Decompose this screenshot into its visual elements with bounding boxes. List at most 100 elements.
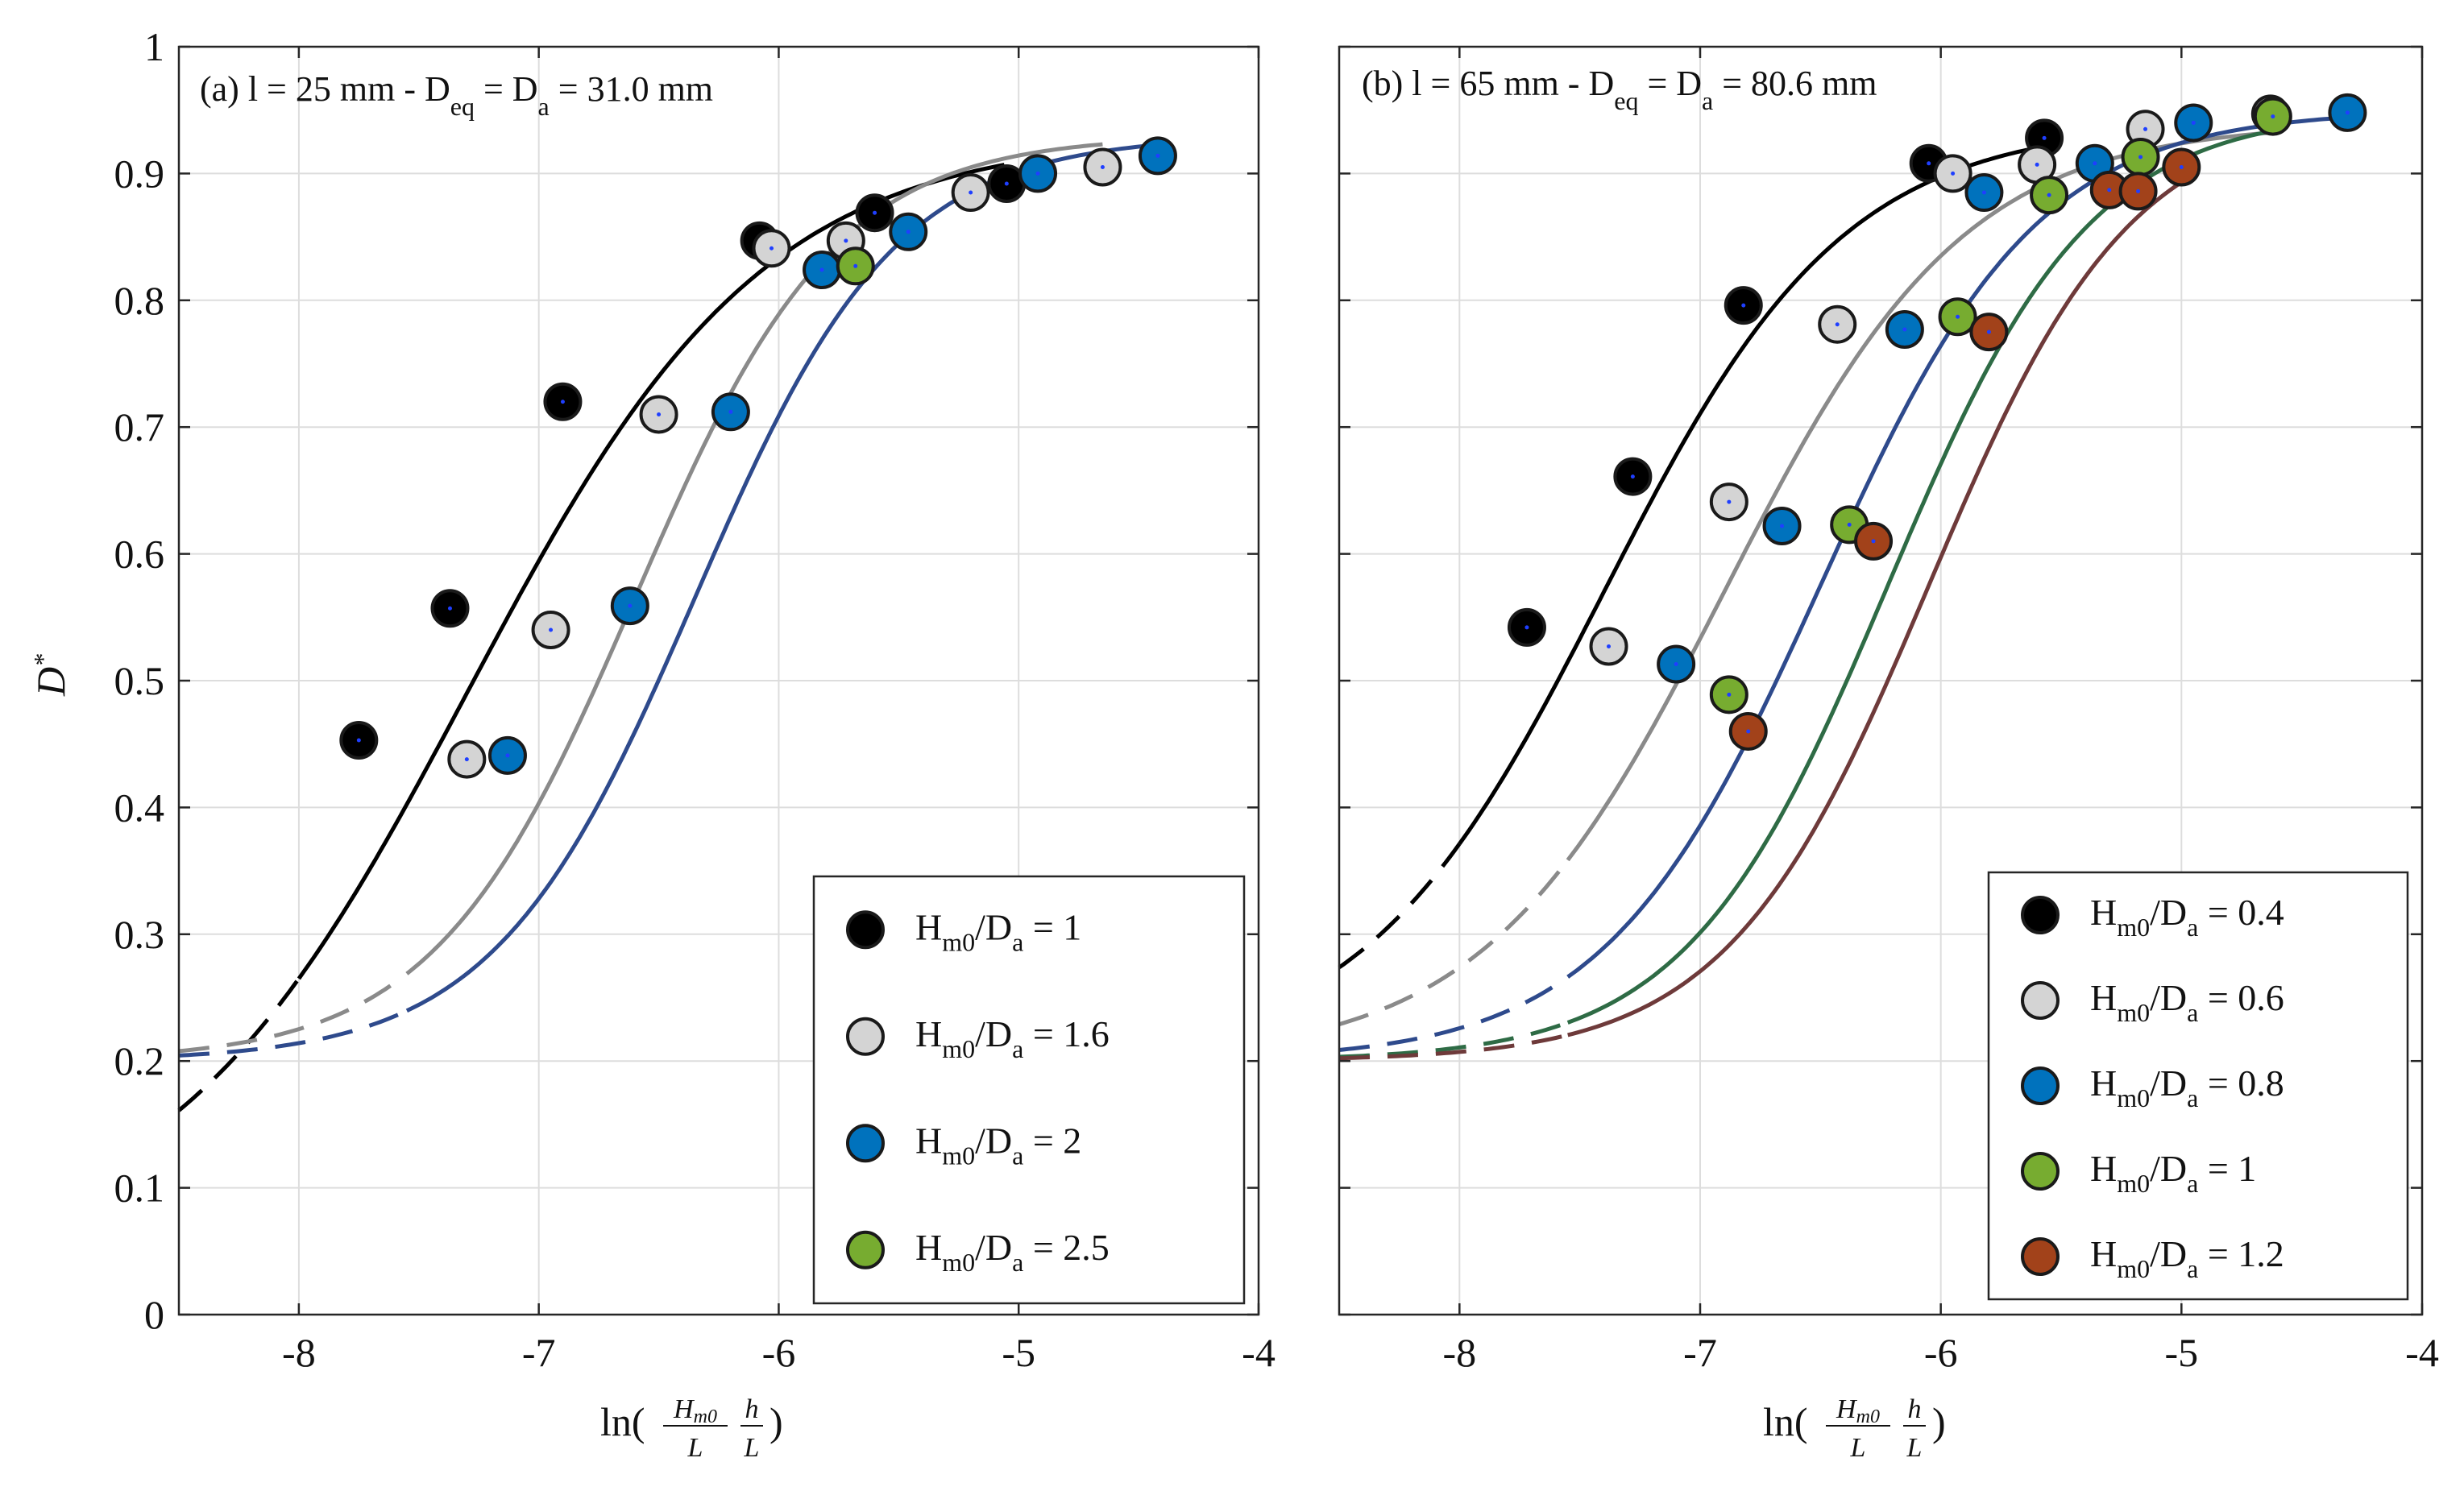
fit-curve-b-3 <box>1566 129 2271 1025</box>
data-point-center-a-1-6 <box>1100 165 1105 170</box>
data-point-center-b-1-3 <box>1951 171 1956 176</box>
data-point-center-b-2-3 <box>1981 190 1986 195</box>
data-point-center-b-0-0 <box>1524 625 1529 630</box>
fit-curve-a-1 <box>405 142 1103 975</box>
svg-text:L: L <box>687 1433 703 1463</box>
data-point-center-a-1-1 <box>549 627 554 632</box>
data-point-center-a-2-3 <box>819 267 824 272</box>
y-tick-label-a-8: 0.8 <box>114 278 165 323</box>
fit-extrapolation-a-1 <box>178 974 406 1054</box>
svg-text:ln(: ln( <box>600 1399 645 1444</box>
data-point-center-b-3-4 <box>2138 155 2143 159</box>
svg-text:h: h <box>1908 1394 1922 1424</box>
panel-a-title: (a) l = 25 mm - Deq = Da = 31.0 mm <box>200 69 713 121</box>
legend-marker-b-3 <box>2021 1152 2060 1191</box>
y-tick-label-a-5: 0.5 <box>114 658 165 703</box>
legend-marker-a-2 <box>846 1124 885 1163</box>
markers-b <box>1507 93 2367 751</box>
svg-text:Hm0: Hm0 <box>673 1394 717 1427</box>
data-point-center-b-2-5 <box>2191 120 2196 125</box>
legend-label-b-3: Hm0/Da = 1 <box>2090 1148 2256 1198</box>
fit-extrapolation-b-0 <box>1338 843 1462 970</box>
data-point-center-a-2-0 <box>505 753 510 758</box>
legend-marker-a-3 <box>846 1230 885 1269</box>
markers-a <box>339 136 1177 779</box>
data-point-center-a-1-2 <box>657 412 662 416</box>
legend-label-a-2: Hm0/Da = 2 <box>915 1120 1081 1170</box>
data-point-center-a-1-3 <box>769 246 774 251</box>
data-point-center-b-3-3 <box>2047 193 2051 197</box>
data-point-center-b-1-2 <box>1835 322 1840 327</box>
svg-text:L: L <box>1850 1433 1866 1463</box>
panel-a: -8 -7 -6 -5 -400.10.20.30.40.50.60.70.80.91 … <box>114 24 1276 1375</box>
svg-text:ln(: ln( <box>1763 1399 1808 1444</box>
data-point-center-a-1-0 <box>464 757 469 762</box>
y-tick-label-a-2: 0.2 <box>114 1038 165 1083</box>
data-point-center-b-1-1 <box>1727 499 1732 504</box>
legend-label-a-3: Hm0/Da = 2.5 <box>915 1227 1110 1277</box>
x-tick-label-b-1: -7 <box>1683 1330 1717 1375</box>
fit-extrapolation-b-1 <box>1338 862 1567 1026</box>
data-point-center-b-0-3 <box>1927 161 1931 166</box>
legend-a: Hm0/Da = 1 Hm0/Da = 1.6 Hm0/Da = 2 Hm0/Da =… <box>812 875 1246 1305</box>
data-point-center-a-0-4 <box>873 210 877 215</box>
y-tick-label-a-9: 0.9 <box>114 151 165 196</box>
fit-extrapolation-a-2 <box>178 1009 405 1058</box>
legend-label-b-4: Hm0/Da = 1.2 <box>2090 1233 2284 1283</box>
data-point-center-b-4-2 <box>1986 329 1991 334</box>
legend-b: Hm0/Da = 0.4 Hm0/Da = 0.6 Hm0/Da = 0.8 Hm0/… <box>1987 871 2409 1301</box>
legend-label-b-2: Hm0/Da = 0.8 <box>2090 1062 2284 1112</box>
x-tick-label-a-1: -7 <box>522 1330 556 1375</box>
fit-curve-b-4 <box>1567 182 2180 1037</box>
data-point-center-b-2-4 <box>2093 161 2097 166</box>
data-point-center-b-0-2 <box>1741 303 1746 308</box>
data-point-center-b-3-5 <box>2271 114 2275 119</box>
data-point-center-b-3-2 <box>1956 314 1960 319</box>
data-point-center-b-4-0 <box>1746 729 1751 734</box>
legend-box-a <box>812 875 1246 1305</box>
data-point-center-a-0-5 <box>1004 181 1009 186</box>
panel-b-title: (b) l = 65 mm - Deq = Da = 80.6 mm <box>1362 64 1877 115</box>
fit-extrapolation-b-2 <box>1338 976 1567 1052</box>
legend-marker-b-4 <box>2021 1237 2060 1276</box>
ticks-a: -8 -7 -6 -5 -4 0 0.1 0.2 0.3 0.4 0.5 0.6 0.7 0.8 0.9 1 <box>114 24 1276 1375</box>
data-point-center-b-4-3 <box>2107 188 2112 193</box>
y-tick-label-a-7: 0.7 <box>114 404 165 449</box>
panel-b: -8 -7 -6 -5 -4 (b) l = 65 mm - Deq = Da = 80… <box>1338 45 2439 1375</box>
y-tick-label-a-4: 0.4 <box>114 785 165 830</box>
y-tick-label-a-1: 0.1 <box>114 1166 165 1211</box>
data-point-center-a-1-4 <box>844 238 848 243</box>
data-point-center-b-2-2 <box>1902 327 1907 332</box>
x-tick-label-b-2: -6 <box>1924 1330 1958 1375</box>
legend-label-b-1: Hm0/Da = 0.6 <box>2090 977 2284 1027</box>
data-point-center-b-2-1 <box>1780 524 1785 528</box>
data-point-center-b-4-1 <box>1871 539 1876 544</box>
legend-label-b-0: Hm0/Da = 0.4 <box>2090 892 2284 942</box>
y-axis-label: D* <box>28 654 73 697</box>
data-point-center-a-0-2 <box>560 400 565 404</box>
fit-extrapolation-b-4 <box>1338 1033 1566 1061</box>
data-point-center-a-2-2 <box>728 409 733 414</box>
data-point-center-b-1-0 <box>1607 644 1612 649</box>
data-point-center-a-3-0 <box>853 263 858 268</box>
data-point-center-a-0-1 <box>447 606 452 611</box>
data-point-center-b-2-6 <box>2345 110 2350 115</box>
y-tick-label-a-3: 0.3 <box>114 912 165 957</box>
svg-text:): ) <box>1932 1399 1946 1444</box>
x-tick-label-a-2: -6 <box>762 1330 796 1375</box>
svg-text:L: L <box>744 1433 760 1463</box>
svg-text:L: L <box>1906 1433 1923 1463</box>
x-tick-label-b-4: -4 <box>2405 1330 2439 1375</box>
legend-marker-a-1 <box>846 1017 885 1056</box>
data-point-center-b-1-4 <box>2035 162 2039 167</box>
x-axis-label-a: ln( Hm0 L h L ) <box>600 1394 783 1463</box>
data-point-center-a-2-5 <box>1035 171 1040 176</box>
y-tick-label-a-10: 1 <box>144 24 164 69</box>
legend-label-a-0: Hm0/Da = 1 <box>915 906 1081 956</box>
data-point-center-b-4-4 <box>2136 188 2141 193</box>
data-point-center-a-2-1 <box>628 603 633 608</box>
fit-extrapolation-b-3 <box>1338 1021 1566 1059</box>
data-point-center-b-2-0 <box>1674 662 1678 667</box>
data-point-center-a-2-6 <box>1155 153 1160 158</box>
